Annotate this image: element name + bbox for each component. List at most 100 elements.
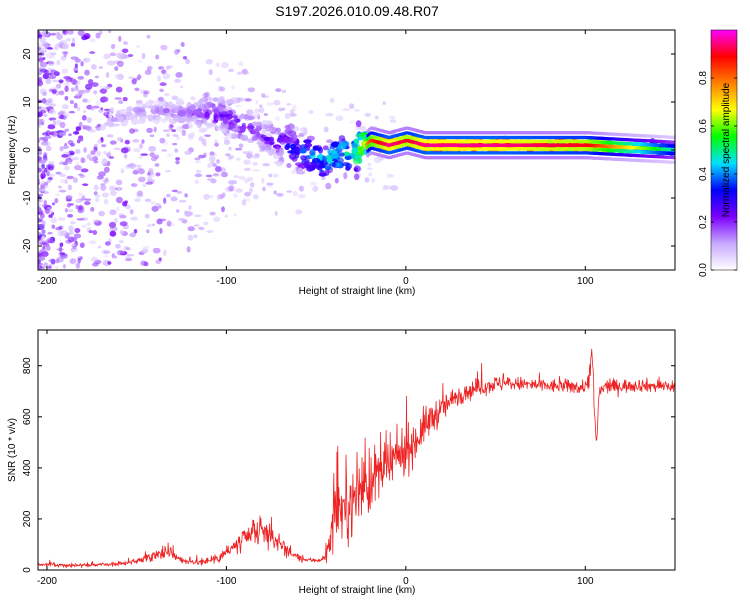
spectrogram-cell xyxy=(650,147,654,151)
spectrogram-cell xyxy=(481,131,484,135)
spectrogram-cell xyxy=(380,129,384,133)
spectrogram-cell xyxy=(590,140,594,144)
spectrogram-cell xyxy=(105,86,110,90)
spectrogram-cell xyxy=(640,150,644,154)
spectrogram-cell xyxy=(74,228,81,233)
spectrogram-cell xyxy=(437,151,440,155)
snr-y-tick-label: 0 xyxy=(22,567,33,573)
spectrogram-cell xyxy=(92,230,98,235)
spectrogram-cell xyxy=(431,147,434,151)
spectrogram-cell xyxy=(644,139,647,143)
spectrogram-cell xyxy=(321,155,327,162)
spectrogram-cell xyxy=(400,140,403,144)
spectrogram-cell xyxy=(390,185,399,191)
spectrogram-cell xyxy=(492,156,495,160)
spectrogram-cell xyxy=(493,139,497,143)
spectrogram-cell xyxy=(247,115,255,121)
spectrogram-cell xyxy=(89,158,95,162)
spectrogram-cell xyxy=(181,129,186,136)
spectrogram-cell xyxy=(92,262,99,267)
spectrogram-cell xyxy=(367,167,373,171)
spectrogram-cell xyxy=(452,147,455,151)
spectrogram-cell xyxy=(359,125,367,131)
spectrogram-cell xyxy=(637,154,641,158)
spectrogram-cell xyxy=(108,111,113,119)
colorbar-tick-label: 0.8 xyxy=(698,71,709,85)
spectrogram-cell xyxy=(539,156,542,160)
spectrogram-cell xyxy=(652,154,655,159)
spectrogram-cell xyxy=(352,157,361,165)
spectrogram-y-tick-label: -10 xyxy=(22,190,33,205)
spectrogram-cell xyxy=(448,139,452,143)
spectrogram-y-tick-label: 0 xyxy=(22,147,33,153)
spectrogram-cell xyxy=(628,138,631,142)
spectrogram-cell xyxy=(253,128,260,135)
spectrogram-cell xyxy=(505,151,508,155)
spectrogram-cell xyxy=(371,135,374,139)
spectrogram-cell xyxy=(86,117,92,124)
spectrogram-cell xyxy=(98,109,104,113)
spectrogram-cell xyxy=(89,38,96,42)
spectrogram-cell xyxy=(555,143,558,147)
spectrogram-cell xyxy=(152,247,161,254)
spectrogram-cell xyxy=(634,142,637,146)
spectrogram-cell xyxy=(660,147,663,151)
spectrogram-cell xyxy=(421,130,424,134)
spectrogram-cell xyxy=(476,139,479,143)
spectrogram-cell xyxy=(560,156,563,160)
spectrogram-cell xyxy=(193,214,202,218)
spectrogram-cell xyxy=(158,65,165,71)
spectrogram-cell xyxy=(389,147,392,151)
spectrogram-cell xyxy=(619,133,623,137)
spectrogram-cell xyxy=(246,109,254,115)
spectrogram-cell xyxy=(384,146,387,150)
spectrogram-cell xyxy=(95,32,101,39)
spectrogram-cell xyxy=(343,172,348,180)
spectrogram-cell xyxy=(655,151,658,155)
spectrogram-cell xyxy=(595,140,599,144)
spectrogram-cell xyxy=(553,131,557,135)
spectrogram-cell xyxy=(77,258,81,264)
spectrogram-cell xyxy=(456,147,460,151)
spectrogram-cell xyxy=(558,131,562,135)
spectrogram-cell xyxy=(560,143,563,147)
spectrogram-cell xyxy=(177,217,186,221)
spectrogram-cell xyxy=(39,88,47,95)
spectrogram-cell xyxy=(308,109,314,115)
spectrogram-cell xyxy=(368,140,371,144)
spectrogram-cell xyxy=(72,78,77,85)
spectrogram-cell xyxy=(292,190,298,197)
spectrogram-cell xyxy=(198,128,207,133)
spectrogram-cell xyxy=(561,143,565,147)
spectrogram-cell xyxy=(374,132,377,136)
spectrogram-cell xyxy=(75,262,81,269)
spectrogram-cell xyxy=(598,144,602,148)
spectrogram-cell xyxy=(106,54,111,59)
spectrogram-cell xyxy=(139,143,144,149)
spectrogram-cell xyxy=(505,156,508,160)
spectrogram-cell xyxy=(38,256,46,261)
spectrogram-cell xyxy=(120,168,125,174)
spectrogram-cell xyxy=(458,131,461,135)
spectrogram-cell xyxy=(117,60,124,67)
spectrogram-cell xyxy=(618,137,621,141)
spectrogram-cell xyxy=(540,143,544,147)
spectrogram-cell xyxy=(670,140,673,144)
spectrogram-cell xyxy=(122,119,129,125)
spectrogram-cell xyxy=(201,115,206,120)
spectrogram-cell xyxy=(244,179,249,184)
spectrogram-cell xyxy=(176,49,181,53)
spectrogram-cell xyxy=(335,115,344,122)
spectrogram-cell xyxy=(42,245,46,250)
spectrogram-cell xyxy=(422,135,426,139)
spectrogram-cell xyxy=(198,136,204,142)
spectrogram-cell xyxy=(39,156,43,163)
spectrogram-cell xyxy=(434,147,437,151)
spectrogram-cell xyxy=(582,151,586,155)
spectrogram-cell xyxy=(573,147,576,151)
spectrogram-cell xyxy=(555,151,558,155)
spectrogram-x-tick-label: -100 xyxy=(216,276,236,287)
spectrogram-cell xyxy=(426,143,429,147)
spectrogram-cell xyxy=(461,147,465,151)
spectrogram-cell xyxy=(639,138,642,142)
